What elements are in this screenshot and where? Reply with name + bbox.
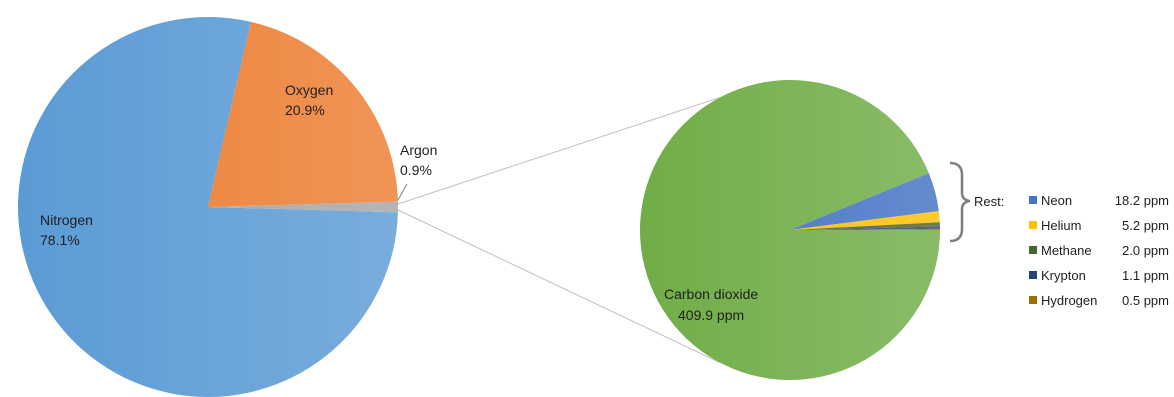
legend-swatch-helium [1029, 221, 1037, 229]
slice-label-argon: Argon [400, 142, 437, 158]
legend-swatch-krypton [1029, 271, 1037, 279]
main-pie-shading [18, 17, 398, 397]
legend-value-methane: 2.0 ppm [1122, 243, 1169, 258]
rest-bracket [949, 161, 971, 243]
legend-swatch-methane [1029, 246, 1037, 254]
legend-title: Rest: [974, 194, 1004, 209]
detail-pie-shading [640, 80, 940, 380]
legend-label-hydrogen: Hydrogen [1041, 293, 1097, 308]
slice-value-nitrogen: 78.1% [40, 232, 80, 248]
legend-label-krypton: Krypton [1041, 268, 1086, 283]
legend-swatch-neon [1029, 196, 1037, 204]
slice-value-argon: 0.9% [400, 162, 432, 178]
connector-line-top [397, 97, 720, 205]
slice-label-oxygen: Oxygen [285, 82, 333, 98]
slice-value-oxygen: 20.9% [285, 102, 325, 118]
legend-label-neon: Neon [1041, 193, 1072, 208]
legend-label-methane: Methane [1041, 243, 1092, 258]
slice-label-carbon-dioxide: Carbon dioxide [664, 286, 758, 302]
slice-label-nitrogen: Nitrogen [40, 212, 93, 228]
legend-value-hydrogen: 0.5 ppm [1122, 293, 1169, 308]
argon-leader-line [397, 183, 408, 201]
legend-value-helium: 5.2 ppm [1122, 218, 1169, 233]
connector-line-bottom [397, 209, 720, 363]
legend-label-helium: Helium [1041, 218, 1081, 233]
legend-value-neon: 18.2 ppm [1115, 193, 1169, 208]
legend-swatch-hydrogen [1029, 296, 1037, 304]
legend-value-krypton: 1.1 ppm [1122, 268, 1169, 283]
slice-value-carbon-dioxide: 409.9 ppm [678, 307, 744, 323]
